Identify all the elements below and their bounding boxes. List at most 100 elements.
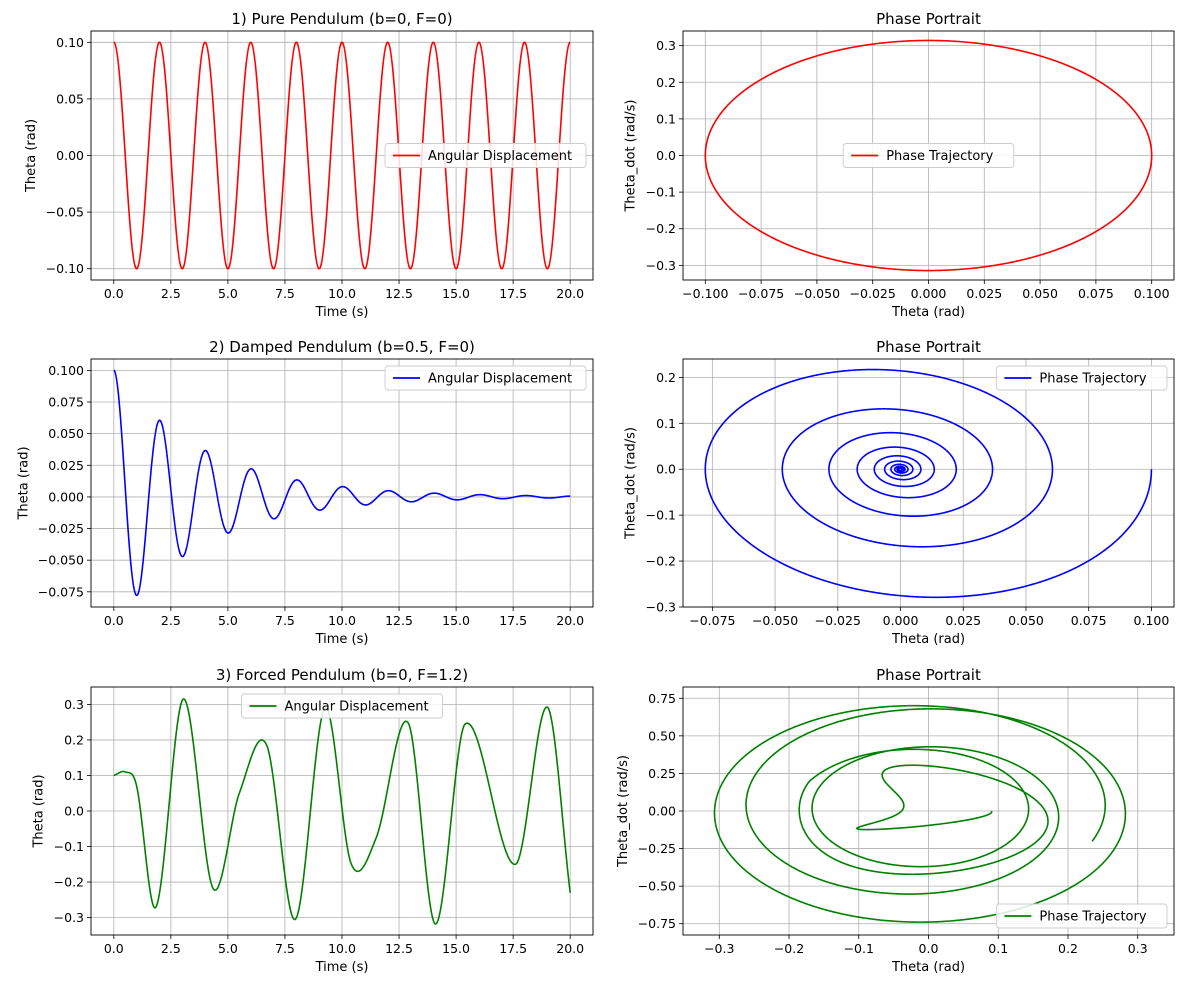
- subplot-title: Phase Portrait: [876, 10, 981, 28]
- x-tick-label: 0.0: [104, 613, 124, 628]
- y-axis-label: Theta_dot (rad/s): [616, 755, 631, 868]
- y-tick-label: 0.50: [648, 728, 676, 743]
- x-tick-label: −0.075: [689, 613, 735, 628]
- x-tick-label: 0.0: [104, 286, 124, 301]
- x-axis-label: Time (s): [315, 632, 369, 647]
- legend: Phase Trajectory: [995, 365, 1168, 391]
- legend-label: Phase Trajectory: [886, 149, 993, 164]
- y-tick-label: −0.3: [646, 600, 676, 615]
- x-tick-label: 0.100: [1134, 286, 1170, 301]
- legend-label: Angular Displacement: [428, 372, 572, 387]
- x-tick-label: 0.0: [919, 941, 939, 956]
- subplot-6: −0.3 −0.2 −0.1 0.0 0.1 0.2 0.3 −0.75 −0.50 −0.25 0…: [616, 666, 1175, 975]
- x-tick-label: 2.5: [161, 613, 181, 628]
- y-axis-label: Theta_dot (rad/s): [624, 99, 639, 212]
- subplot-1: 0.0 2.5 5.0 7.5 10.0 12.5 15.0 17.5 20.0 −0.10 −0.…: [24, 10, 594, 320]
- x-tick-label: −0.075: [738, 286, 784, 301]
- legend: Phase Trajectory: [842, 143, 1015, 168]
- subplot-5: 0.0 2.5 5.0 7.5 10.0 12.5 15.0 17.5 20.0 −0.3 −0.2…: [32, 666, 594, 975]
- y-tick-label: 0.05: [56, 91, 84, 106]
- x-tick-label: −0.025: [850, 286, 896, 301]
- series-line: [113, 41, 571, 270]
- y-tick-label: −0.075: [38, 584, 84, 599]
- x-axis-label: Time (s): [315, 960, 369, 975]
- x-tick-label: 20.0: [556, 941, 584, 956]
- x-axis-label: Theta (rad): [891, 305, 965, 320]
- series-line: [704, 39, 1153, 272]
- y-tick-label: −0.75: [638, 916, 676, 931]
- y-tick-label: −0.2: [54, 875, 84, 890]
- series-line: [113, 369, 571, 597]
- subplot-title: 3) Forced Pendulum (b=0, F=1.2): [216, 666, 468, 684]
- y-tick-label: 0.2: [656, 370, 676, 385]
- x-tick-label: 0.050: [1008, 613, 1044, 628]
- x-tick-label: 10.0: [328, 286, 356, 301]
- x-tick-label: 17.5: [499, 941, 527, 956]
- x-tick-label: 10.0: [328, 941, 356, 956]
- x-tick-label: 2.5: [161, 286, 181, 301]
- subplot-3: 0.0 2.5 5.0 7.5 10.0 12.5 15.0 17.5 20.0 −0.075 −0…: [16, 338, 594, 647]
- x-axis-label: Theta (rad): [891, 960, 965, 975]
- y-tick-label: 0.1: [656, 111, 676, 126]
- series-line: [704, 368, 1153, 599]
- x-tick-label: 0.050: [1022, 286, 1058, 301]
- x-tick-label: −0.050: [752, 613, 798, 628]
- x-tick-label: 15.0: [442, 286, 470, 301]
- x-tick-label: 2.5: [161, 941, 181, 956]
- x-tick-label: 0.3: [1128, 941, 1148, 956]
- x-axis-label: Theta (rad): [891, 632, 965, 647]
- y-axis-label: Theta (rad): [32, 774, 47, 848]
- subplot-4: −0.075 −0.050 −0.025 0.000 0.025 0.050 0.075 0.…: [624, 338, 1175, 647]
- y-tick-label: 0.1: [656, 416, 676, 431]
- subplot-title: 2) Damped Pendulum (b=0.5, F=0): [209, 338, 475, 356]
- y-tick-label: 0.00: [648, 804, 676, 819]
- y-axis-label: Theta_dot (rad/s): [624, 427, 639, 540]
- x-tick-label: 5.0: [218, 941, 238, 956]
- x-tick-label: 7.5: [275, 613, 295, 628]
- x-tick-label: −0.2: [774, 941, 804, 956]
- x-tick-label: 0.025: [966, 286, 1002, 301]
- y-tick-label: −0.3: [646, 258, 676, 273]
- y-axis-label: Theta (rad): [16, 446, 31, 520]
- x-tick-label: 0.000: [883, 613, 919, 628]
- y-axis-label: Theta (rad): [24, 119, 39, 193]
- y-tick-label: 0.050: [48, 426, 84, 441]
- legend-label: Phase Trajectory: [1039, 372, 1146, 387]
- axes-frame: [682, 358, 1175, 608]
- x-tick-label: −0.3: [704, 941, 734, 956]
- y-tick-label: −0.10: [46, 261, 84, 276]
- y-tick-label: −0.05: [46, 205, 84, 220]
- legend-box: [995, 365, 1168, 391]
- x-tick-label: 17.5: [499, 613, 527, 628]
- y-tick-label: 0.00: [56, 148, 84, 163]
- subplot-title: 1) Pure Pendulum (b=0, F=0): [231, 10, 452, 28]
- series-line: [713, 704, 1127, 923]
- x-tick-label: 0.100: [1134, 613, 1170, 628]
- x-tick-label: 0.0: [104, 941, 124, 956]
- legend: Angular Displacement: [384, 365, 587, 391]
- y-tick-label: 0.0: [64, 804, 84, 819]
- y-tick-label: −0.050: [38, 553, 84, 568]
- legend-box: [241, 693, 443, 719]
- y-tick-label: 0.2: [64, 732, 84, 747]
- legend-box: [384, 365, 587, 391]
- subplot-2: −0.100 −0.075 −0.050 −0.025 0.000 0.025 0.050 0…: [624, 10, 1175, 320]
- x-tick-label: 7.5: [275, 941, 295, 956]
- y-tick-label: 0.2: [656, 75, 676, 90]
- y-tick-label: 0.3: [656, 38, 676, 53]
- legend-label: Phase Trajectory: [1039, 910, 1146, 925]
- x-tick-label: 20.0: [556, 613, 584, 628]
- x-tick-label: 15.0: [442, 613, 470, 628]
- x-tick-label: 5.0: [218, 286, 238, 301]
- legend: Angular Displacement: [241, 693, 443, 719]
- y-tick-label: 0.000: [48, 489, 84, 504]
- x-tick-label: 0.025: [945, 613, 981, 628]
- x-tick-label: −0.100: [682, 286, 728, 301]
- x-tick-label: 0.075: [1078, 286, 1114, 301]
- legend-box: [842, 143, 1015, 168]
- legend-label: Angular Displacement: [285, 700, 429, 715]
- x-tick-label: 0.1: [988, 941, 1008, 956]
- y-tick-label: 0.075: [48, 395, 84, 410]
- x-tick-label: 12.5: [385, 613, 413, 628]
